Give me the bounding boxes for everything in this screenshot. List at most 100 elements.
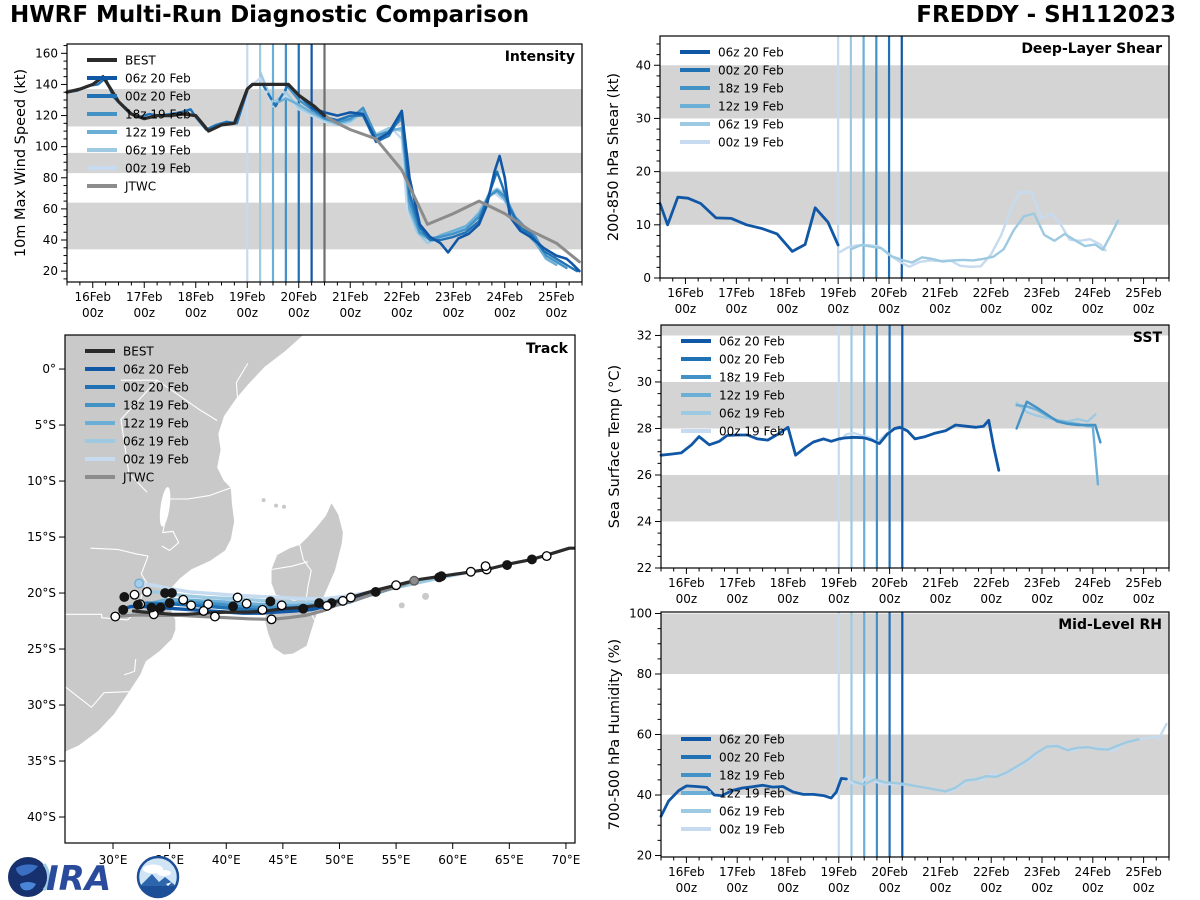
position-marker	[110, 611, 121, 622]
position-marker	[155, 602, 166, 613]
sst-ylabel: Sea Surface Temp (°C)	[607, 365, 623, 528]
track-position-markers	[110, 544, 585, 625]
y-tick-label: 20	[636, 165, 651, 179]
x-tick-label: 20Feb	[871, 576, 908, 590]
position-marker	[480, 561, 491, 572]
x-tick-label: 16Feb	[668, 865, 705, 879]
x-tick-label: 25Feb	[1125, 865, 1162, 879]
track-axes: 30°E35°E40°E45°E50°E55°E60°E65°E70°E0°5°…	[27, 362, 580, 867]
x-tick-sublabel: 00z	[1133, 881, 1155, 895]
x-tick-sublabel: 00z	[1082, 592, 1104, 606]
x-tick-label: 21Feb	[922, 576, 959, 590]
lon-tick-label: 70°E	[552, 853, 581, 867]
x-tick-sublabel: 00z	[1133, 302, 1155, 316]
position-marker	[198, 606, 209, 616]
y-tick-label: 60	[43, 202, 58, 216]
intensity-panel-title: Intensity	[505, 49, 575, 65]
x-tick-label: 24Feb	[1074, 286, 1111, 300]
x-tick-label: 22Feb	[973, 576, 1010, 590]
x-tick-label: 19Feb	[821, 865, 858, 879]
position-marker	[257, 604, 268, 615]
sst-series-r0	[659, 418, 1001, 472]
x-tick-label: 16Feb	[74, 290, 111, 304]
rh-series	[659, 722, 1168, 818]
intensity-series-jtwc	[323, 114, 581, 264]
intensity-series	[65, 70, 581, 273]
intensity-series-r0	[310, 106, 581, 273]
legend-label-jtwc: JTWC	[122, 471, 154, 485]
position-marker	[146, 602, 157, 613]
legend-label-r3: 12z 19 Feb	[123, 417, 189, 431]
legend-label-jtwc: JTWC	[124, 180, 156, 194]
lon-tick-label: 40°E	[212, 853, 241, 867]
position-marker	[265, 596, 276, 607]
x-tick-label: 23Feb	[435, 290, 472, 304]
x-tick-label: 23Feb	[1024, 865, 1061, 879]
x-tick-sublabel: 00z	[1031, 302, 1053, 316]
rh-ylabel: 700-500 hPa Humidity (%)	[607, 639, 623, 830]
intensity-axes: 16Feb 00z 17Feb 00z 18Feb 00z 19Feb 00z 20Feb 00z…	[35, 45, 583, 320]
lon-tick-label: 60°E	[438, 853, 467, 867]
y-tick-label: 80	[43, 171, 58, 185]
y-tick-label: 40	[637, 788, 652, 802]
x-tick-sublabel: 00z	[236, 306, 258, 320]
rh-series-r4	[852, 738, 1140, 793]
position-marker	[164, 598, 175, 609]
legend-label-r4: 06z 19 Feb	[718, 118, 784, 132]
lat-tick-label: 10°S	[27, 474, 56, 488]
position-marker	[142, 586, 152, 597]
x-tick-label: 17Feb	[718, 286, 755, 300]
lat-tick-label: 35°S	[27, 754, 56, 768]
x-tick-sublabel: 00z	[494, 306, 516, 320]
intensity-series-r1	[261, 83, 290, 108]
legend-label-r2: 18z 19 Feb	[123, 399, 189, 413]
shear-init-time-lines	[837, 36, 903, 278]
x-tick-sublabel: 00z	[827, 302, 849, 316]
y-tick-label: 40	[636, 58, 651, 72]
position-marker	[576, 544, 585, 553]
lat-tick-label: 15°S	[27, 530, 56, 544]
africa-landmass	[65, 335, 304, 753]
legend-label-r4: 06z 19 Feb	[719, 407, 785, 421]
x-tick-label: 18Feb	[769, 286, 806, 300]
track-legend: BEST 06z 20 Feb 00z 20 Feb 18z 19 Feb 12z 19…	[85, 345, 189, 485]
position-marker	[209, 611, 220, 622]
y-tick-label: 60	[637, 728, 652, 742]
lake-malawi	[159, 486, 171, 527]
shear-axes: 16Feb 00z 17Feb 00z 18Feb 00z 19Feb 00z 20Feb 00z…	[636, 43, 1170, 316]
x-tick-sublabel: 00z	[133, 306, 155, 320]
x-tick-sublabel: 00z	[442, 306, 464, 320]
legend-label-r5: 00z 19 Feb	[719, 823, 785, 837]
y-tick-label: 100	[35, 140, 58, 154]
shear-series-r0	[658, 195, 840, 253]
lat-tick-label: 20°S	[27, 586, 56, 600]
x-tick-sublabel: 00z	[726, 881, 748, 895]
x-tick-label: 20Feb	[871, 286, 908, 300]
x-tick-sublabel: 00z	[980, 592, 1002, 606]
x-tick-sublabel: 00z	[1082, 302, 1104, 316]
position-marker	[118, 604, 129, 615]
x-tick-label: 25Feb	[538, 290, 575, 304]
x-tick-sublabel: 00z	[391, 306, 413, 320]
x-tick-label: 22Feb	[973, 865, 1010, 879]
legend-label-r0: 06z 20 Feb	[123, 363, 189, 377]
legend-label-r4: 06z 19 Feb	[719, 805, 785, 819]
x-tick-sublabel: 00z	[879, 881, 901, 895]
y-tick-label: 20	[43, 264, 58, 278]
legend-label-r0: 06z 20 Feb	[719, 335, 785, 349]
y-tick-label: 140	[35, 77, 58, 91]
x-tick-sublabel: 00z	[82, 306, 104, 320]
legend-label-r3: 12z 19 Feb	[718, 100, 784, 114]
x-tick-label: 23Feb	[1023, 286, 1060, 300]
position-marker	[527, 554, 537, 565]
shear-panel-title: Deep-Layer Shear	[1021, 41, 1162, 57]
y-tick-label: 32	[637, 328, 652, 342]
y-tick-label: 120	[35, 109, 58, 123]
x-tick-label: 25Feb	[1125, 286, 1162, 300]
legend-label-r1: 00z 20 Feb	[719, 751, 785, 765]
island	[422, 592, 430, 600]
logo-graphic: IRA	[8, 855, 180, 899]
legend-label-r5: 00z 19 Feb	[718, 136, 784, 150]
sst-panel: 16Feb 00z 17Feb 00z 18Feb 00z 19Feb 00z 20Feb 00z…	[607, 324, 1170, 606]
legend-label-r0: 06z 20 Feb	[125, 72, 191, 86]
